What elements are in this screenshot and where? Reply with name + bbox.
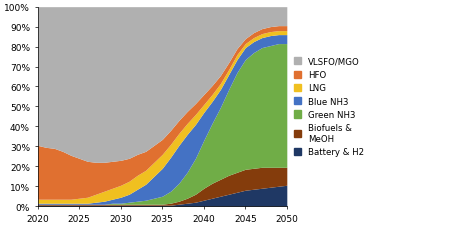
Legend: VLSFO/MGO, HFO, LNG, Blue NH3, Green NH3, Biofuels &
MeOH, Battery & H2: VLSFO/MGO, HFO, LNG, Blue NH3, Green NH3… — [293, 58, 365, 156]
